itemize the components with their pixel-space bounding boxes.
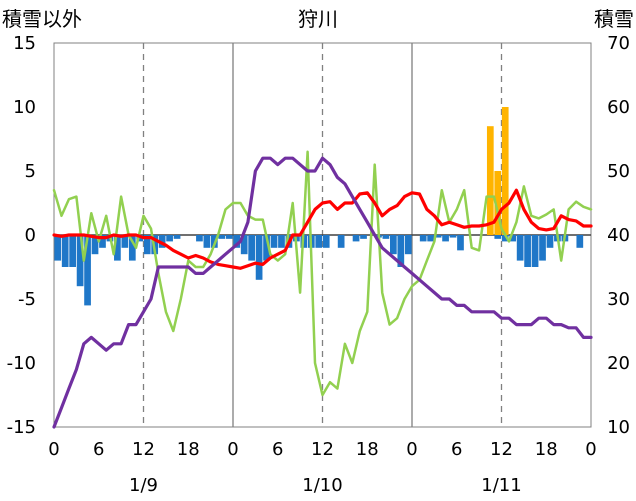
blue-bar: [114, 235, 121, 261]
blue-bar: [397, 235, 405, 267]
blue-bar: [240, 235, 248, 255]
blue-bar: [248, 235, 256, 261]
blue-bar: [442, 235, 449, 242]
blue-bar: [61, 235, 69, 267]
blue-bar: [419, 235, 427, 242]
blue-bar: [457, 235, 464, 251]
right-tick-label: 10: [607, 417, 630, 438]
blue-bar: [524, 235, 531, 267]
hour-tick-label: 12: [132, 439, 155, 460]
blue-bar: [501, 235, 509, 242]
blue-bar: [166, 235, 173, 242]
blue-bar: [337, 235, 345, 248]
left-tick-label: 0: [25, 225, 36, 246]
orange-bar: [501, 107, 509, 235]
blue-bar-series: [54, 235, 584, 306]
blue-bar: [76, 235, 84, 287]
blue-bar: [54, 235, 62, 261]
blue-bar: [91, 235, 99, 255]
hour-tick-label: 12: [490, 439, 513, 460]
blue-bar: [360, 235, 367, 239]
blue-bar: [203, 235, 211, 248]
blue-bar: [84, 235, 91, 306]
blue-bar: [143, 235, 151, 255]
hour-tick-label: 18: [535, 439, 558, 460]
blue-bar: [382, 235, 390, 239]
left-tick-label: 15: [13, 33, 36, 54]
red-line: [52, 188, 593, 270]
blue-bar: [322, 235, 330, 248]
left-tick-label: 10: [13, 97, 36, 118]
blue-bar: [121, 235, 129, 248]
blue-bar: [531, 235, 539, 267]
orange-bar: [494, 171, 502, 235]
hour-tick-label: 6: [93, 439, 104, 460]
left-axis-label: 積雪以外: [2, 7, 82, 31]
date-label: 1/11: [481, 475, 521, 496]
blue-bar: [449, 235, 457, 238]
purple-line: [52, 156, 593, 429]
date-label: 1/10: [302, 475, 342, 496]
line-series: [52, 150, 593, 429]
hour-tick-label: 0: [48, 439, 59, 460]
hour-tick-label: 6: [451, 439, 462, 460]
blue-bar: [255, 235, 263, 280]
blue-bar: [404, 235, 412, 255]
blue-bar: [158, 235, 166, 248]
blue-bar: [509, 235, 517, 242]
x-axis-date-labels: 1/9 1/10 1/11: [129, 475, 522, 496]
blue-bar: [69, 235, 77, 267]
left-axis-ticks: -15 -10 -5 0 5 10 15: [7, 33, 36, 438]
hour-tick-label: 0: [227, 439, 238, 460]
blue-bar: [352, 235, 360, 242]
blue-bar: [546, 235, 554, 248]
left-tick-label: -5: [18, 289, 36, 310]
blue-bar: [434, 235, 442, 238]
blue-bar: [516, 235, 524, 261]
blue-bar: [128, 235, 136, 261]
hour-tick-label: 0: [406, 439, 417, 460]
right-tick-label: 70: [607, 33, 630, 54]
right-tick-label: 60: [607, 97, 630, 118]
left-tick-label: -10: [7, 353, 36, 374]
chart-title: 狩川: [298, 7, 338, 31]
left-tick-label: -15: [7, 417, 36, 438]
right-axis-label: 積雪: [594, 7, 634, 31]
hour-tick-label: 18: [177, 439, 200, 460]
left-tick-label: 5: [25, 161, 36, 182]
green-line: [52, 150, 593, 397]
right-axis-ticks: 10 20 30 40 50 60 70: [607, 33, 630, 438]
date-label: 1/9: [129, 475, 158, 496]
blue-bar: [99, 235, 106, 248]
blue-bar: [263, 235, 270, 261]
hour-tick-label: 0: [585, 439, 596, 460]
blue-bar: [315, 235, 323, 248]
right-tick-label: 40: [607, 225, 630, 246]
blue-bar: [427, 235, 435, 242]
blue-bar: [173, 235, 181, 239]
blue-bar: [196, 235, 203, 242]
hour-tick-label: 18: [356, 439, 379, 460]
blue-bar: [270, 235, 278, 248]
blue-bar: [136, 235, 144, 242]
blue-bar: [576, 235, 584, 248]
hour-tick-label: 6: [272, 439, 283, 460]
blue-bar: [233, 235, 241, 248]
blue-bar: [218, 235, 226, 239]
right-tick-label: 30: [607, 289, 630, 310]
blue-bar: [389, 235, 397, 255]
right-tick-label: 50: [607, 161, 630, 182]
blue-bar: [494, 235, 502, 239]
hour-tick-label: 12: [311, 439, 334, 460]
right-tick-label: 20: [607, 353, 630, 374]
orange-bar-series: [486, 107, 509, 235]
blue-bar: [225, 235, 233, 239]
blue-bar: [539, 235, 546, 261]
blue-bar: [278, 235, 285, 248]
orange-bar: [486, 126, 494, 235]
x-axis-hour-ticks: 0 6 12 18 0 6 12 18 0 6 12 18 0: [48, 439, 596, 460]
